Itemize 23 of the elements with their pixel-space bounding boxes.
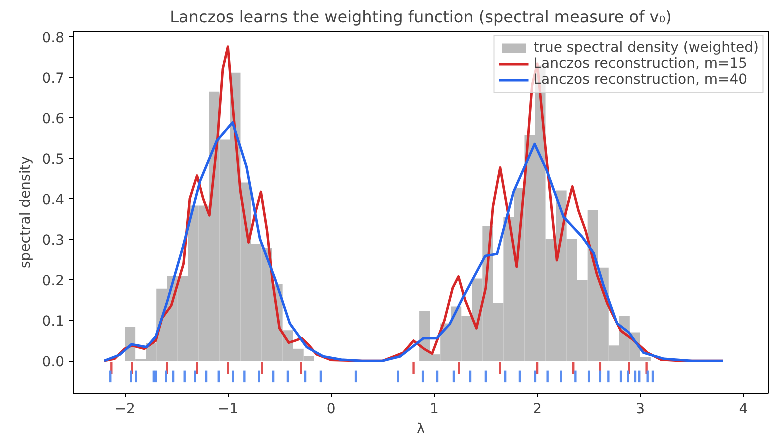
y-tick-label: 0.2 [42,273,64,290]
y-tick-label: 0.3 [42,232,64,249]
line-series [103,121,724,362]
legend-label: true spectral density (weighted) [534,40,759,56]
x-tick-label: 1 [430,402,439,418]
x-axis-title: λ [416,422,426,438]
legend-label: Lanczos reconstruction, m=40 [534,72,748,88]
x-tick-label: −1 [218,402,238,418]
y-tick-label: 0.8 [42,30,64,46]
y-tick-label: 0.5 [42,152,64,168]
chart-title: Lanczos learns the weighting function (spectral measure of v₀) [170,8,672,26]
y-tick-label: 0.6 [42,111,65,128]
x-tick-label: 4 [739,402,748,418]
legend-label: Lanczos reconstruction, m=15 [534,56,748,72]
x-tick-label: 0 [326,402,336,418]
y-tick-label: 0.1 [42,314,64,330]
y-axis-title: spectral density [18,156,34,268]
x-tick-label: 3 [636,402,646,418]
y-tick-label: 0.7 [42,70,64,87]
x-tick-label: 2 [533,402,542,418]
y-tick-label: 0.0 [42,354,64,371]
y-tick-label: 0.4 [42,192,65,208]
x-tick-label: −2 [114,402,136,418]
